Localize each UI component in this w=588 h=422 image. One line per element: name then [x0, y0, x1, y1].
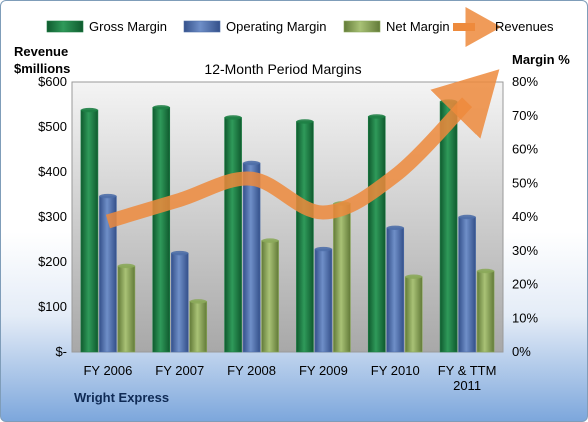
bar-cap: [458, 214, 476, 220]
bar-operating-margin: [242, 162, 261, 353]
legend-label: Revenues: [495, 19, 554, 34]
category-label: FY 2009: [299, 363, 348, 378]
bar-net-margin: [476, 270, 495, 353]
bar-gross-margin: [224, 117, 242, 353]
x-axis: FY 2006 FY 2007 FY 2008 FY 2009 FY 2010 FY & …: [83, 363, 496, 393]
bar-cap: [386, 225, 404, 230]
right-tick-label: 0%: [512, 344, 531, 359]
legend-label: Gross Margin: [89, 19, 167, 34]
left-tick-label: $-: [55, 344, 67, 359]
right-tick-label: 70%: [512, 108, 538, 123]
category-label: 2011: [453, 378, 481, 393]
bar-net-margin: [404, 276, 423, 353]
revenue-line: [105, 69, 500, 229]
bar-cap: [296, 119, 314, 124]
left-tick-label: $500: [38, 119, 67, 134]
right-tick-label: 80%: [512, 74, 538, 89]
bar-gross-margin: [296, 121, 314, 353]
legend-swatch: [46, 20, 84, 33]
bar-cap: [189, 299, 207, 304]
bar-cap: [405, 274, 423, 279]
right-tick-label: 20%: [512, 277, 538, 292]
category-label: FY 2006: [83, 363, 132, 378]
legend-label: Net Margin: [386, 19, 450, 34]
legend-swatch: [183, 20, 221, 33]
bar-gross-margin: [367, 116, 386, 353]
right-tick-label: 50%: [512, 175, 538, 190]
right-tick-label: 10%: [512, 310, 538, 325]
bar-net-margin: [189, 301, 208, 353]
bar-gross-margin: [152, 107, 171, 353]
bar-cap: [368, 114, 386, 119]
legend-swatch: [343, 20, 381, 33]
bar-cap: [440, 99, 458, 104]
right-axis: 0% 10% 20% 30% 40% 50% 60% 70% 80%: [512, 74, 538, 359]
category-label: FY 2007: [155, 363, 204, 378]
chart-title: 12-Month Period Margins: [204, 61, 361, 77]
left-tick-label: $200: [38, 254, 67, 269]
bar-cap: [171, 250, 189, 256]
right-tick-label: 60%: [512, 142, 538, 157]
bar-cap: [261, 238, 279, 243]
bar-operating-margin: [314, 248, 333, 353]
bar-operating-margin: [386, 227, 405, 353]
bar-net-margin: [117, 265, 136, 353]
bar-cap: [477, 268, 495, 274]
left-tick-label: $300: [38, 209, 67, 224]
bar-cap: [243, 160, 261, 166]
bar-cap: [80, 107, 98, 113]
category-label: FY 2008: [227, 363, 276, 378]
bar-cap: [152, 105, 170, 110]
left-axis-label-line1: Revenue: [14, 44, 68, 59]
category-label: FY & TTM: [438, 363, 497, 378]
left-tick-label: $100: [38, 299, 67, 314]
category-label: FY 2010: [371, 363, 420, 378]
right-tick-label: 30%: [512, 243, 538, 258]
bar-cap: [314, 246, 332, 252]
left-tick-label: $400: [38, 164, 67, 179]
right-axis-label: Margin %: [512, 52, 570, 67]
bar-cap: [117, 263, 135, 269]
footer-company: Wright Express: [74, 390, 169, 405]
bar-operating-margin: [458, 216, 476, 353]
bar-series: [80, 99, 495, 353]
left-axis: $- $100 $200 $300 $400 $500 $600: [38, 74, 67, 359]
legend: Gross Margin Operating Margin Net Margin Re…: [46, 7, 554, 47]
bar-cap: [99, 193, 117, 199]
bar-operating-margin: [170, 252, 189, 353]
bar-net-margin: [261, 240, 279, 353]
left-tick-label: $600: [38, 74, 67, 89]
bar-gross-margin: [80, 109, 99, 353]
legend-label: Operating Margin: [226, 19, 326, 34]
left-axis-label-line2: $millions: [14, 61, 70, 76]
right-tick-label: 40%: [512, 209, 538, 224]
revenue-line-layer: [105, 69, 500, 229]
bar-net-margin: [333, 203, 351, 353]
bar-cap: [224, 115, 242, 120]
